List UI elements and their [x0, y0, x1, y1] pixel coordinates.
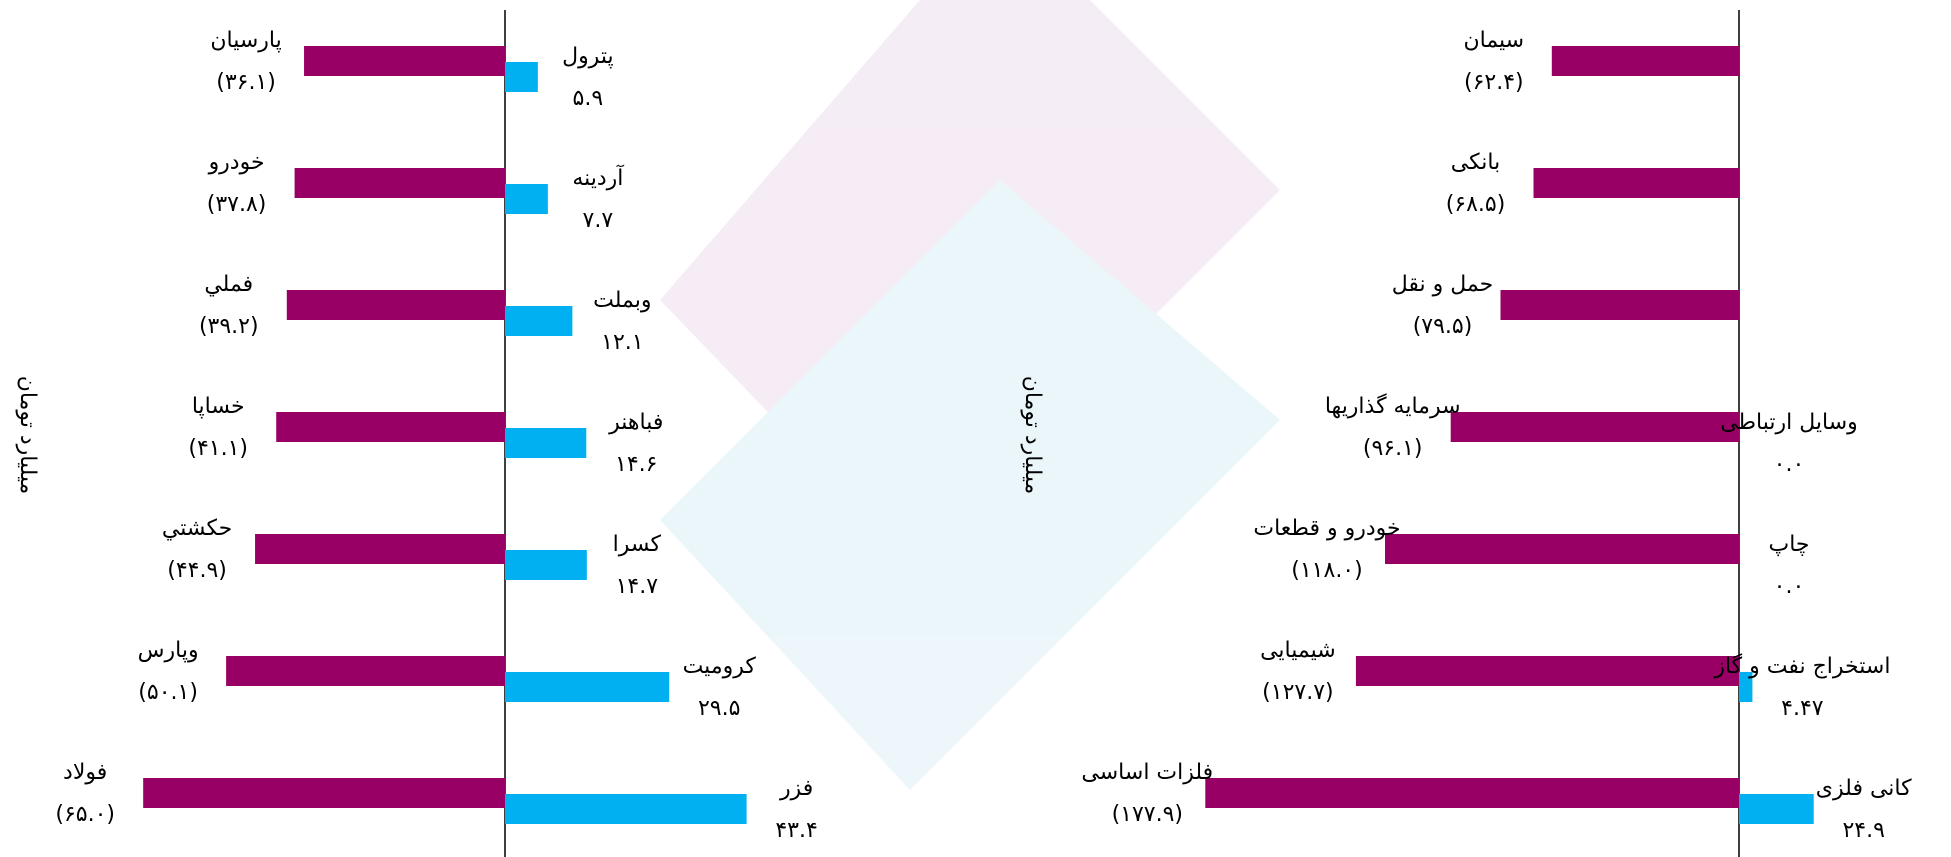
- value-label: ۴.۴۷: [1781, 696, 1824, 721]
- value-label: (۶۸.۵): [1446, 192, 1506, 217]
- category-label: کرومیت: [683, 654, 757, 679]
- bar: [505, 550, 587, 580]
- bar: [505, 62, 538, 92]
- bar: [276, 412, 505, 442]
- category-label: چاپ: [1768, 532, 1809, 557]
- category-label: فلزات اساسی: [1081, 760, 1213, 785]
- category-label: وسایل ارتباطی: [1720, 410, 1858, 435]
- category-label: فولاد: [63, 760, 107, 785]
- category-label: وپارس: [138, 638, 199, 663]
- value-label: (۳۶.۱): [216, 70, 276, 95]
- value-label: ۵.۹: [573, 86, 604, 111]
- value-label: (۴۱.۱): [188, 436, 248, 461]
- bar: [294, 168, 505, 198]
- category-label: فباهنر: [608, 410, 663, 435]
- bar: [1450, 412, 1739, 442]
- value-label: (۳۹.۲): [199, 314, 259, 339]
- value-label: (۹۶.۱): [1363, 436, 1423, 461]
- category-label: شیمیایی: [1260, 638, 1336, 663]
- bar: [255, 534, 505, 564]
- value-label: ۲۴.۹: [1842, 818, 1884, 843]
- category-label: حمل و نقل: [1392, 272, 1494, 297]
- value-label: ۰.۰: [1774, 574, 1805, 599]
- value-label: (۳۷.۸): [207, 192, 267, 217]
- bar: [1355, 656, 1739, 686]
- category-label: بانکی: [1451, 150, 1500, 175]
- category-label: حکشتي: [162, 516, 232, 541]
- category-label: خساپا: [192, 394, 245, 419]
- value-label: ۴۳.۴: [775, 818, 817, 843]
- category-label: سرمایه گذاریها: [1325, 393, 1461, 419]
- bar: [143, 778, 505, 808]
- bar: [505, 184, 548, 214]
- bar: [505, 306, 573, 336]
- value-label: ۰.۰: [1774, 452, 1805, 477]
- category-label: وبملت: [593, 288, 651, 313]
- category-label: خودرو و قطعات: [1253, 516, 1400, 541]
- bar: [286, 290, 505, 320]
- category-label: پترول: [562, 44, 614, 69]
- value-label: ۲۹.۵: [698, 696, 740, 721]
- axis-label: میلیارد تومان: [15, 376, 40, 495]
- category-label: سیمان: [1463, 28, 1524, 53]
- watermark-shape: [660, 180, 1280, 790]
- value-label: (۷۹.۵): [1413, 314, 1473, 339]
- bar: [1739, 672, 1753, 702]
- value-label: ۱۲.۱: [601, 330, 643, 355]
- category-label: خودرو: [208, 150, 265, 175]
- value-label: (۴۴.۹): [167, 558, 227, 583]
- bar: [226, 656, 506, 686]
- category-label: فملي: [204, 272, 253, 297]
- value-label: (۵۰.۱): [138, 680, 198, 705]
- bar: [1205, 778, 1739, 808]
- category-label: کانی فلزی: [1816, 776, 1912, 801]
- bar: [505, 794, 747, 824]
- bar: [1385, 534, 1739, 564]
- bar: [1533, 168, 1739, 198]
- watermark: [660, 0, 1280, 790]
- value-label: (۱۲۷.۷): [1262, 680, 1333, 705]
- bar: [1551, 46, 1739, 76]
- value-label: (۱۱۸.۰): [1291, 558, 1362, 583]
- axis-label: میلیارد تومان: [1020, 376, 1045, 495]
- value-label: (۶۵.۰): [55, 802, 115, 827]
- value-label: (۱۷۷.۹): [1112, 802, 1183, 827]
- bar: [304, 46, 505, 76]
- value-label: ۷.۷: [583, 208, 614, 233]
- watermark-shape: [660, 0, 1280, 560]
- bar: [505, 672, 670, 702]
- category-label: کسرا: [613, 532, 662, 557]
- category-label: آردینه: [572, 164, 624, 191]
- category-label: فزر: [779, 776, 813, 801]
- value-label: (۶۲.۴): [1464, 70, 1524, 95]
- bar: [505, 428, 587, 458]
- bar: [1739, 794, 1814, 824]
- category-label: پارسیان: [210, 28, 281, 53]
- bar: [1500, 290, 1739, 320]
- value-label: ۱۴.۷: [616, 574, 659, 599]
- value-label: ۱۴.۶: [615, 452, 657, 477]
- category-label: استخراج نفت و گاز: [1713, 653, 1890, 679]
